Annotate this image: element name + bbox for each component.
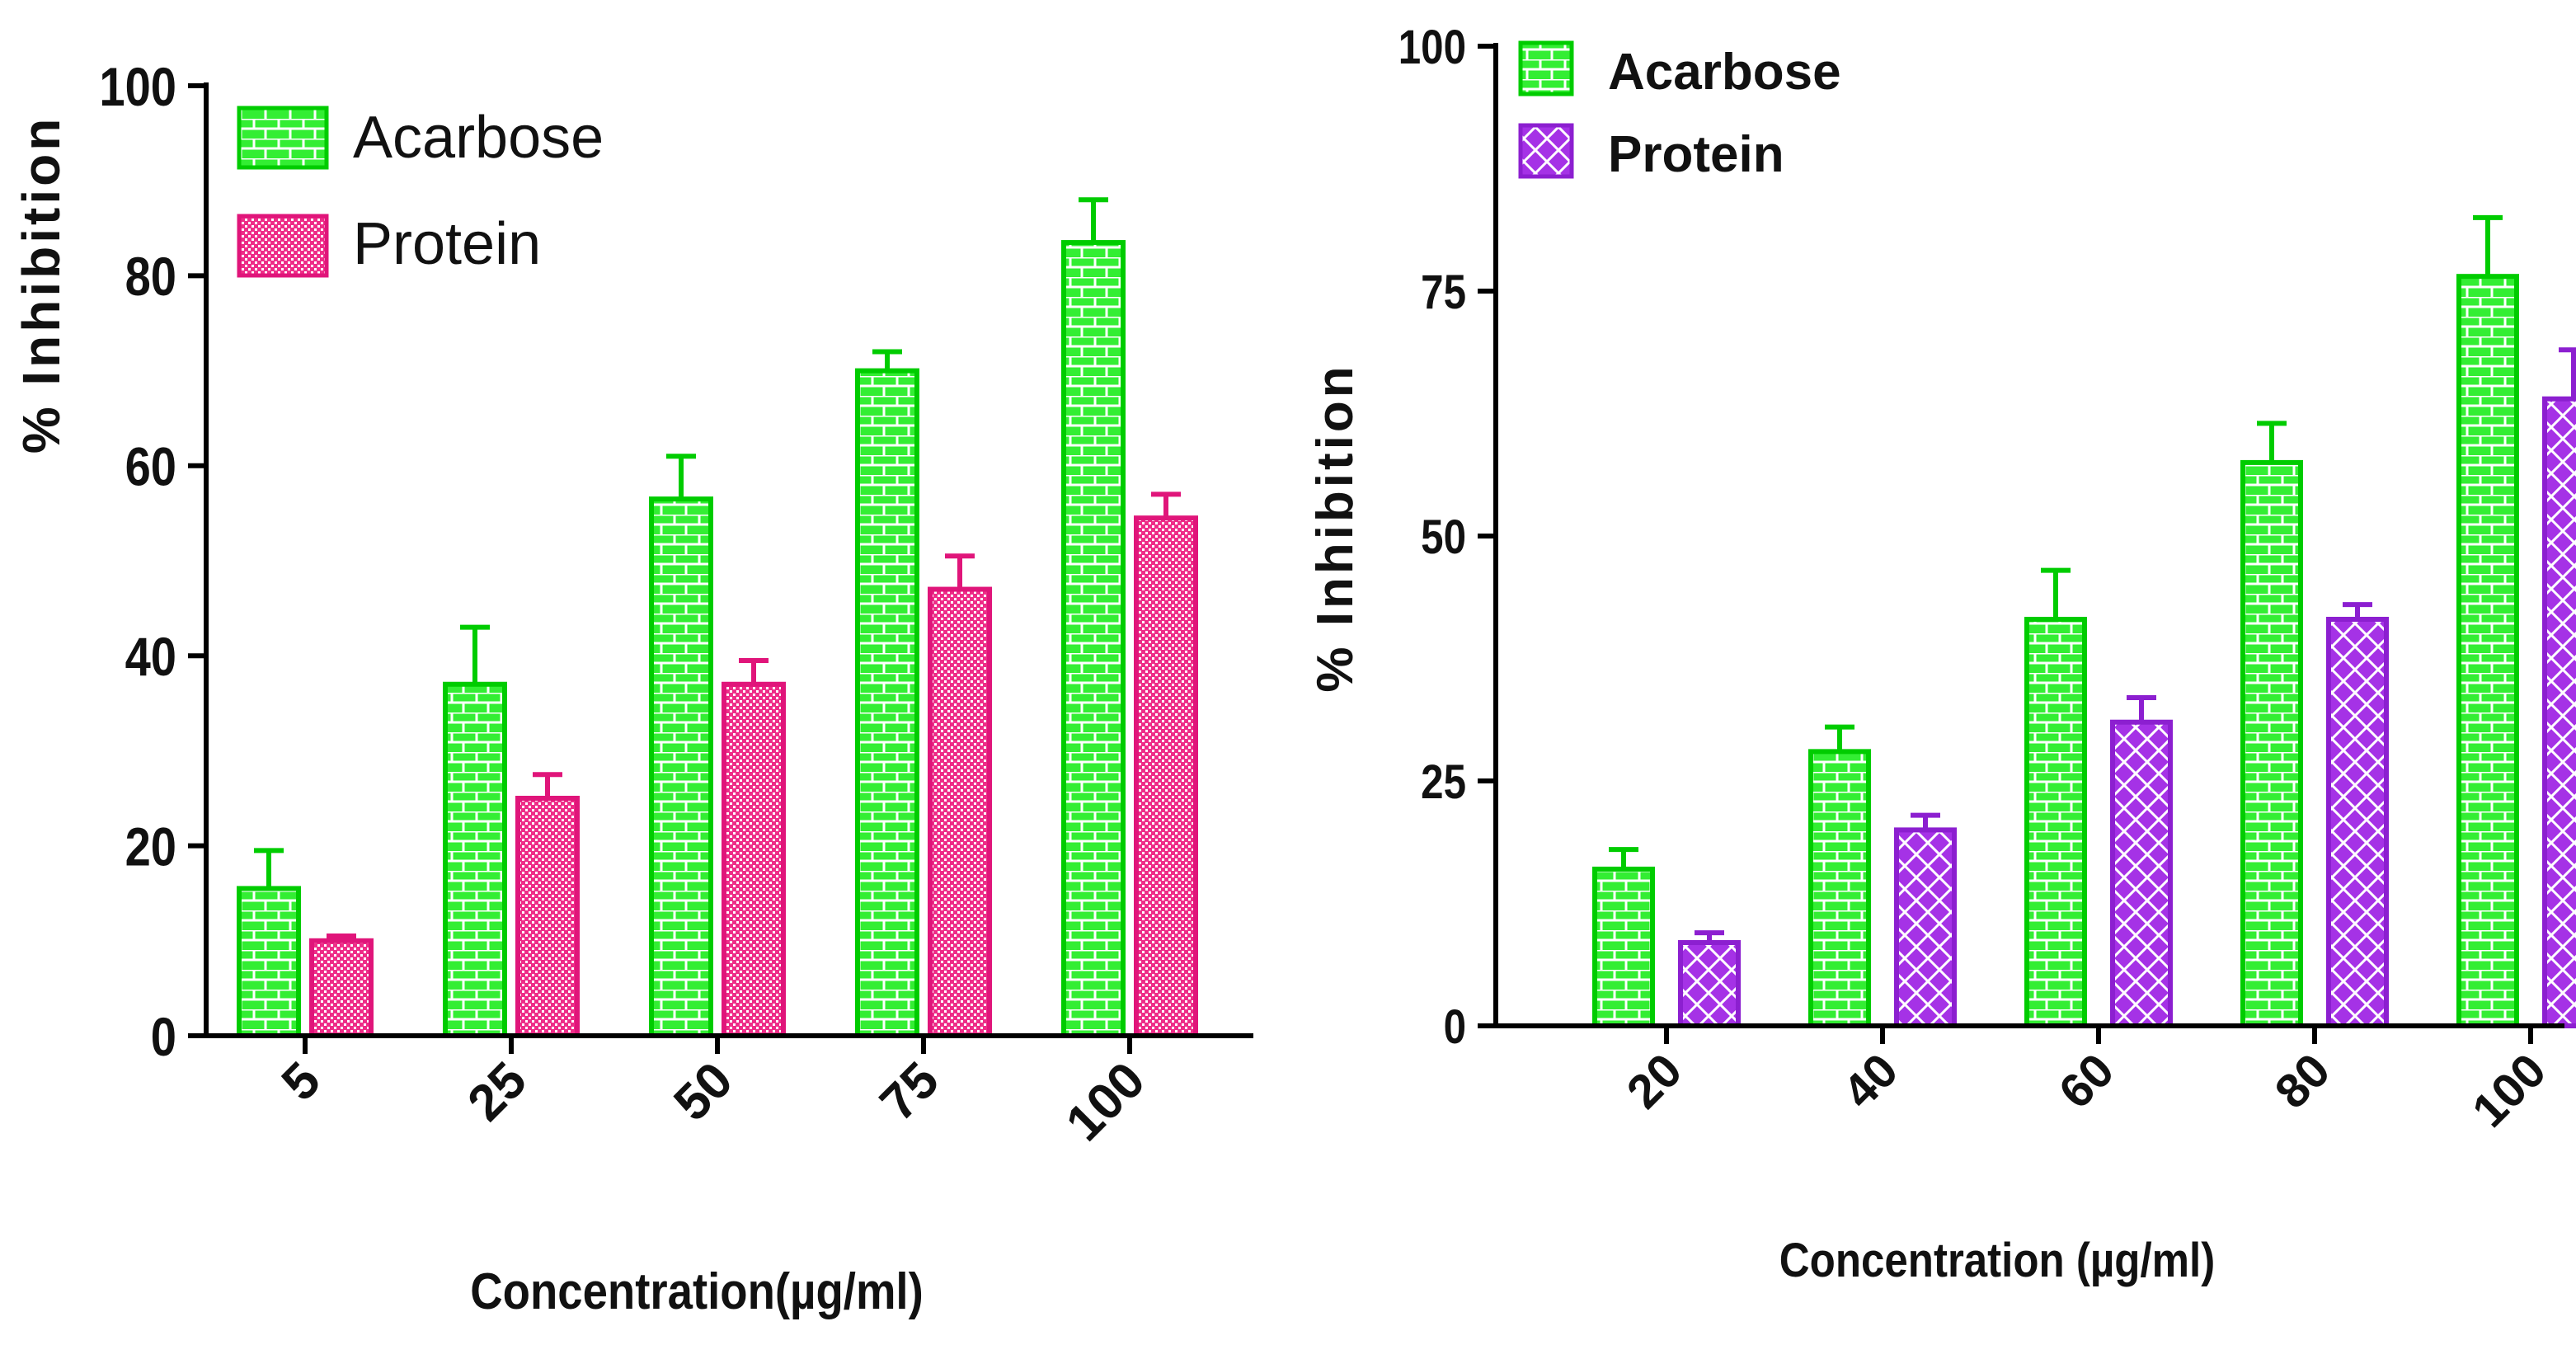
bar-acarbose-60 bbox=[2024, 616, 2087, 1028]
legend-label-acarbose-right: Acarbose bbox=[1608, 44, 1841, 101]
error-bar-protein-75 bbox=[945, 553, 975, 590]
chart-left: 0 20 40 60 80 100 5 25 50 75 100 % Inhibition Con… bbox=[12, 56, 1253, 1320]
y-tick-label-0: 0 bbox=[151, 1006, 176, 1066]
error-bar-acarbose-75 bbox=[872, 349, 902, 371]
error-bar-protein-40 bbox=[1911, 812, 1940, 830]
chart-right: 0 25 50 75 100 20 40 60 80 100 % Inhibition Conc… bbox=[1307, 21, 2576, 1287]
bar-protein-50 bbox=[722, 681, 786, 1038]
bar-protein-20 bbox=[1678, 940, 1741, 1029]
error-bar-protein-60 bbox=[2127, 695, 2156, 722]
error-bar-acarbose-100 bbox=[1079, 197, 1108, 243]
axes-right bbox=[1478, 43, 2564, 1044]
error-bar-acarbose-5 bbox=[254, 848, 284, 889]
bars-left bbox=[237, 240, 1198, 1039]
x-tick-label-80: 80 bbox=[2265, 1043, 2341, 1119]
bar-protein-25 bbox=[515, 796, 580, 1038]
bar-protein-5 bbox=[309, 938, 374, 1039]
error-bar-protein-25 bbox=[533, 772, 562, 798]
legend-swatch-acarbose bbox=[237, 106, 329, 170]
x-tick-label-50: 50 bbox=[663, 1051, 744, 1132]
y-tick-labels-right: 0 25 50 75 100 bbox=[1398, 21, 1466, 1054]
error-bar-acarbose-60 bbox=[2041, 567, 2071, 619]
y-tick-label-50: 50 bbox=[1421, 510, 1466, 564]
y-tick-label-100: 100 bbox=[99, 56, 176, 116]
bar-protein-100 bbox=[1134, 515, 1198, 1038]
y-tick-label-40: 40 bbox=[125, 627, 176, 687]
bar-protein-75 bbox=[928, 586, 992, 1038]
error-bar-protein-80 bbox=[2343, 602, 2372, 619]
y-tick-label-25: 25 bbox=[1421, 755, 1466, 809]
y-axis-label-left: % Inhibition bbox=[12, 115, 71, 454]
x-tick-label-40: 40 bbox=[1833, 1043, 1909, 1119]
y-axis-label-right: % Inhibition bbox=[1307, 363, 1364, 692]
error-bars-left bbox=[254, 197, 1181, 941]
bars-right bbox=[1592, 274, 2576, 1029]
error-bar-acarbose-40 bbox=[1825, 724, 1854, 752]
bar-acarbose-5 bbox=[237, 886, 301, 1038]
x-tick-label-5: 5 bbox=[271, 1051, 331, 1112]
axes-left bbox=[188, 82, 1253, 1054]
bar-protein-100 bbox=[2542, 396, 2576, 1028]
x-axis-label-right: Concentration (µg/ml) bbox=[1779, 1234, 2215, 1287]
legend-left: Acarbose Protein bbox=[237, 105, 604, 278]
bar-acarbose-100 bbox=[1061, 240, 1126, 1038]
error-bar-protein-50 bbox=[739, 657, 769, 684]
bar-acarbose-100 bbox=[2456, 274, 2519, 1028]
legend-swatch-protein bbox=[237, 214, 329, 278]
x-tick-label-25: 25 bbox=[457, 1051, 538, 1132]
y-tick-label-60: 60 bbox=[125, 436, 176, 496]
y-tick-label-80: 80 bbox=[125, 247, 176, 307]
bar-acarbose-25 bbox=[443, 681, 507, 1038]
bar-acarbose-20 bbox=[1592, 866, 1655, 1029]
error-bar-protein-100 bbox=[2559, 347, 2576, 399]
bar-acarbose-80 bbox=[2240, 459, 2303, 1028]
error-bar-acarbose-100 bbox=[2473, 214, 2503, 277]
legend-label-protein-right: Protein bbox=[1608, 126, 1784, 183]
x-tick-labels-right: 20 40 60 80 100 bbox=[1617, 1043, 2557, 1137]
error-bar-protein-5 bbox=[327, 934, 356, 941]
legend-swatch-acarbose-right bbox=[1518, 40, 1574, 96]
y-tick-label-75: 75 bbox=[1421, 266, 1466, 319]
x-tick-label-75: 75 bbox=[869, 1051, 950, 1132]
x-tick-label-60: 60 bbox=[2049, 1043, 2125, 1119]
y-tick-label-20: 20 bbox=[125, 816, 176, 877]
y-tick-labels-left: 0 20 40 60 80 100 bbox=[99, 56, 176, 1066]
x-tick-label-100: 100 bbox=[1055, 1051, 1156, 1152]
error-bar-acarbose-20 bbox=[1609, 847, 1638, 869]
legend-label-acarbose: Acarbose bbox=[353, 105, 604, 171]
legend-right: Acarbose Protein bbox=[1518, 40, 1841, 183]
legend-swatch-protein-right bbox=[1518, 123, 1574, 179]
bar-acarbose-50 bbox=[649, 496, 713, 1038]
legend-label-protein: Protein bbox=[353, 211, 541, 277]
bar-acarbose-75 bbox=[855, 368, 919, 1039]
error-bar-protein-20 bbox=[1695, 930, 1724, 943]
x-tick-label-100: 100 bbox=[2462, 1043, 2556, 1137]
error-bar-acarbose-50 bbox=[666, 454, 696, 500]
bar-acarbose-40 bbox=[1808, 749, 1871, 1028]
bar-protein-40 bbox=[1894, 827, 1957, 1029]
error-bar-acarbose-25 bbox=[460, 624, 490, 684]
x-tick-labels-left: 5 25 50 75 100 bbox=[271, 1051, 1156, 1152]
bar-protein-60 bbox=[2110, 719, 2173, 1028]
x-axis-label-left: Concentration(µg/ml) bbox=[470, 1263, 924, 1320]
bar-protein-80 bbox=[2326, 616, 2389, 1028]
y-tick-label-100: 100 bbox=[1398, 21, 1466, 74]
x-tick-label-20: 20 bbox=[1617, 1043, 1693, 1119]
y-tick-label-0: 0 bbox=[1444, 1000, 1466, 1054]
error-bar-acarbose-80 bbox=[2257, 421, 2287, 463]
error-bars-right bbox=[1609, 214, 2576, 943]
error-bar-protein-100 bbox=[1151, 491, 1181, 519]
